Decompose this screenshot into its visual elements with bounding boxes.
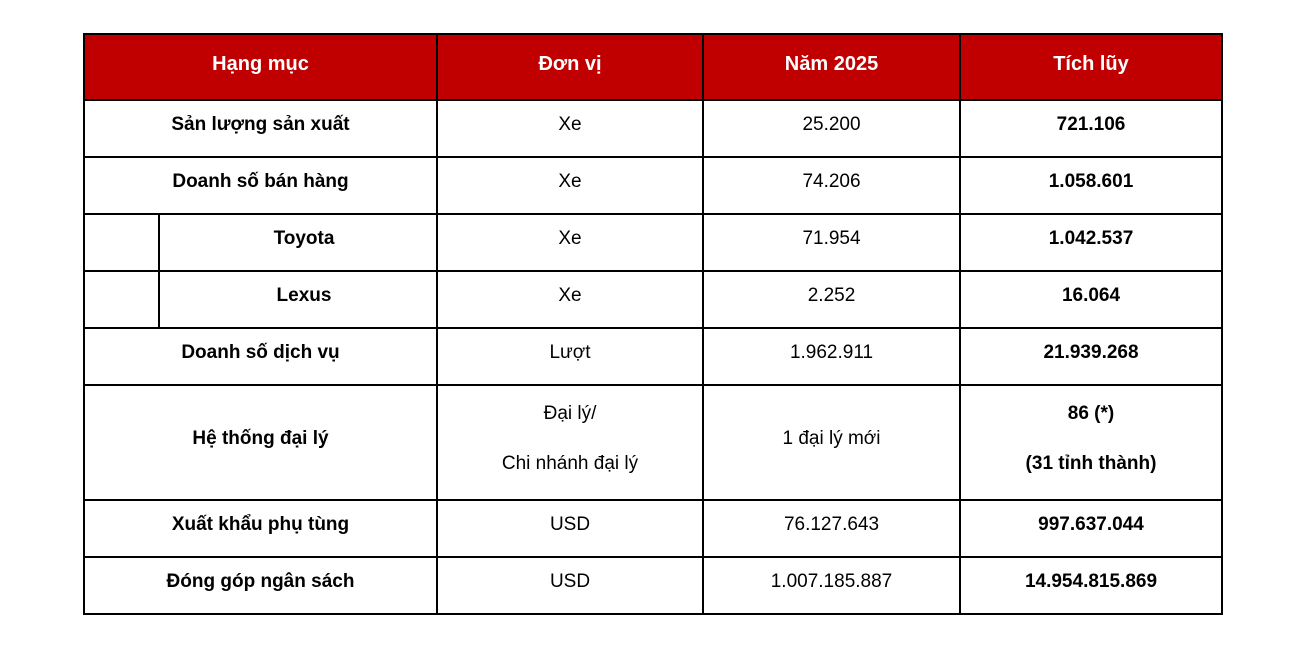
year-2025-cell: 74.206 (702, 156, 961, 215)
cell-line: 721.106 (1056, 113, 1126, 135)
table-row: Doanh số bán hàng Xe 74.206 1.058.601 (83, 156, 1223, 215)
table-row: Doanh số dịch vụ Lượt 1.962.911 21.939.2… (83, 327, 1223, 386)
header-row: Hạng mục Đơn vị Năm 2025 Tích lũy (83, 33, 1223, 101)
cell-line: Xe (558, 284, 582, 306)
cell-line: 76.127.643 (783, 513, 880, 535)
indent-cell (83, 270, 160, 329)
category-cell: Doanh số bán hàng (83, 156, 438, 215)
cumulative-cell: 997.637.044 (959, 499, 1223, 558)
table-sub-row: Lexus Xe 2.252 16.064 (83, 270, 1223, 329)
table-row: Xuất khẩu phụ tùng USD 76.127.643 997.63… (83, 499, 1223, 558)
cell-line: USD (549, 570, 591, 592)
year-2025-cell: 1.007.185.887 (702, 556, 961, 615)
category-cell: Doanh số dịch vụ (83, 327, 438, 386)
cumulative-cell: 1.042.537 (959, 213, 1223, 272)
cell-line: 16.064 (1061, 284, 1121, 306)
cell-line: 14.954.815.869 (1024, 570, 1158, 592)
cumulative-cell: 86 (*) (31 tỉnh thành) (959, 384, 1223, 501)
statistics-table: Hạng mục Đơn vị Năm 2025 Tích lũy Sản lư… (83, 33, 1223, 615)
category-cell: Hệ thống đại lý (83, 384, 438, 501)
cell-line: Lượt (549, 341, 591, 363)
table-sub-row: Toyota Xe 71.954 1.042.537 (83, 213, 1223, 272)
unit-cell: Đại lý/Chi nhánh đại lý (436, 384, 704, 501)
cell-line: USD (549, 513, 591, 535)
cell-line: 1.007.185.887 (770, 570, 893, 592)
year-2025-cell: 1 đại lý mới (702, 384, 961, 501)
year-2025-cell: 1.962.911 (702, 327, 961, 386)
column-header-cumulative: Tích lũy (959, 33, 1223, 101)
column-header-category: Hạng mục (83, 33, 438, 101)
unit-cell: Xe (436, 213, 704, 272)
cell-line: 1.962.911 (789, 341, 874, 363)
cell-line: 997.637.044 (1038, 513, 1144, 535)
column-header-unit: Đơn vị (436, 33, 704, 101)
cumulative-cell: 721.106 (959, 99, 1223, 158)
table-row: Hệ thống đại lý Đại lý/Chi nhánh đại lý … (83, 384, 1223, 501)
unit-cell: Xe (436, 156, 704, 215)
table-row: Sản lượng sản xuất Xe 25.200 721.106 (83, 99, 1223, 158)
cumulative-cell: 14.954.815.869 (959, 556, 1223, 615)
column-header-year-2025: Năm 2025 (702, 33, 961, 101)
cell-line: 21.939.268 (1043, 341, 1139, 363)
year-2025-cell: 71.954 (702, 213, 961, 272)
cumulative-cell: 16.064 (959, 270, 1223, 329)
cell-line: Đại lý/ (543, 402, 597, 424)
unit-cell: USD (436, 499, 704, 558)
unit-cell: Xe (436, 99, 704, 158)
year-2025-cell: 76.127.643 (702, 499, 961, 558)
cell-line: 2.252 (807, 284, 856, 306)
cell-line: Xe (558, 227, 582, 249)
unit-cell: Lượt (436, 327, 704, 386)
cell-line: Xe (558, 113, 582, 135)
cumulative-cell: 1.058.601 (959, 156, 1223, 215)
unit-cell: Xe (436, 270, 704, 329)
cell-line: 1 đại lý mới (782, 427, 881, 449)
cell-line: 86 (*) (1067, 402, 1115, 424)
cell-line: Chi nhánh đại lý (501, 452, 639, 474)
year-2025-cell: 25.200 (702, 99, 961, 158)
cell-line: 1.058.601 (1048, 170, 1134, 192)
unit-cell: USD (436, 556, 704, 615)
table-header: Hạng mục Đơn vị Năm 2025 Tích lũy (83, 33, 1223, 101)
cell-line: 74.206 (802, 170, 861, 192)
year-2025-cell: 2.252 (702, 270, 961, 329)
cell-line: Xe (558, 170, 582, 192)
cell-line: 71.954 (802, 227, 861, 249)
cell-line: 25.200 (802, 113, 861, 135)
indent-cell (83, 213, 160, 272)
category-cell: Xuất khẩu phụ tùng (83, 499, 438, 558)
category-cell: Sản lượng sản xuất (83, 99, 438, 158)
table-row: Đóng góp ngân sách USD 1.007.185.887 14.… (83, 556, 1223, 615)
cell-line: 1.042.537 (1048, 227, 1134, 249)
cumulative-cell: 21.939.268 (959, 327, 1223, 386)
cell-line: (31 tỉnh thành) (1025, 452, 1157, 474)
table-body: Sản lượng sản xuất Xe 25.200 721.106 Doa… (83, 99, 1223, 615)
category-cell: Đóng góp ngân sách (83, 556, 438, 615)
category-cell: Lexus (158, 270, 438, 329)
category-cell: Toyota (158, 213, 438, 272)
